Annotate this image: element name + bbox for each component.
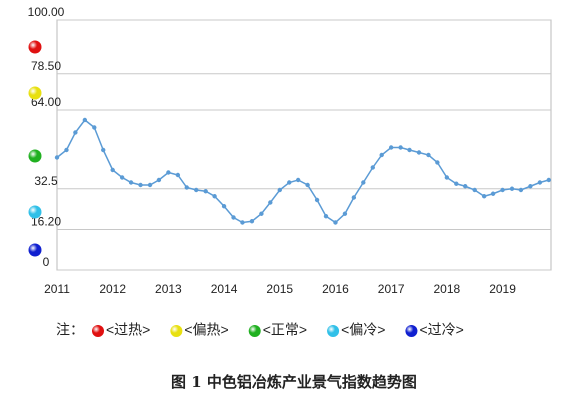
point bbox=[323, 214, 329, 219]
point bbox=[444, 175, 450, 180]
level-ball bbox=[28, 40, 42, 54]
point bbox=[333, 220, 338, 225]
y-tick-label: 32.5 bbox=[34, 174, 58, 188]
y-tick-label: 64.00 bbox=[31, 95, 61, 109]
series-line bbox=[56, 118, 549, 224]
level-ball bbox=[28, 86, 42, 100]
point bbox=[546, 177, 551, 183]
legend-ball bbox=[327, 325, 340, 337]
point bbox=[305, 182, 310, 188]
point bbox=[166, 170, 171, 175]
point bbox=[342, 211, 348, 216]
point bbox=[221, 204, 227, 209]
point bbox=[463, 184, 468, 189]
point bbox=[138, 182, 143, 188]
legend-label: 注： bbox=[56, 322, 84, 338]
point bbox=[528, 184, 533, 189]
x-tick-label: 2014 bbox=[211, 282, 238, 296]
y-tick-label: 100.00 bbox=[28, 5, 65, 19]
point bbox=[361, 180, 366, 185]
legend-item: <过热> bbox=[106, 322, 150, 338]
legend-item: <偏冷> bbox=[341, 322, 385, 338]
y-tick-label: 78.50 bbox=[31, 59, 61, 73]
y-tick-label: 16.20 bbox=[31, 215, 61, 229]
legend-item: <过冷> bbox=[419, 322, 463, 338]
legend-ball bbox=[170, 325, 183, 337]
point bbox=[184, 185, 189, 190]
x-tick-label: 2013 bbox=[155, 282, 182, 296]
point bbox=[92, 125, 97, 130]
x-tick-label: 2015 bbox=[266, 282, 293, 296]
point bbox=[537, 180, 543, 185]
legend-ball bbox=[405, 325, 418, 337]
x-tick-label: 2017 bbox=[378, 282, 405, 296]
point bbox=[259, 211, 264, 216]
point bbox=[268, 200, 273, 205]
level-ball bbox=[28, 149, 42, 163]
point bbox=[472, 187, 477, 193]
point bbox=[277, 187, 282, 193]
point bbox=[518, 187, 524, 193]
point bbox=[249, 219, 255, 224]
point bbox=[370, 165, 375, 170]
point bbox=[435, 160, 440, 165]
point bbox=[110, 167, 115, 173]
point bbox=[64, 147, 69, 153]
point bbox=[351, 195, 357, 200]
point bbox=[509, 186, 515, 191]
level-ball bbox=[28, 205, 42, 219]
point bbox=[481, 194, 487, 199]
point bbox=[156, 177, 162, 183]
point bbox=[416, 150, 422, 155]
legend-item: <偏热> bbox=[184, 322, 228, 338]
x-tick-label: 2018 bbox=[434, 282, 461, 296]
legend-item: <正常> bbox=[263, 322, 307, 338]
point bbox=[500, 187, 505, 193]
point bbox=[454, 181, 459, 186]
point bbox=[212, 194, 217, 199]
plot-frame bbox=[56, 19, 552, 271]
point bbox=[314, 197, 320, 203]
point bbox=[119, 175, 125, 180]
point bbox=[407, 147, 412, 153]
point bbox=[101, 147, 106, 153]
point bbox=[426, 152, 431, 158]
point bbox=[128, 180, 134, 185]
point bbox=[388, 145, 394, 150]
x-tick-label: 2016 bbox=[322, 282, 349, 296]
legend-ball bbox=[248, 325, 261, 337]
point bbox=[203, 189, 208, 194]
x-tick-label: 2011 bbox=[44, 282, 70, 296]
point bbox=[194, 187, 199, 193]
point bbox=[287, 180, 292, 185]
point bbox=[295, 177, 301, 183]
chart-title: 图 1 中色铝冶炼产业景气指数趋势图 bbox=[171, 373, 417, 391]
x-tick-label: 2012 bbox=[99, 282, 126, 296]
point bbox=[240, 220, 245, 225]
y-tick-label: 0 bbox=[43, 255, 50, 269]
level-ball bbox=[28, 243, 42, 257]
point bbox=[398, 145, 403, 150]
point bbox=[73, 130, 78, 135]
point bbox=[175, 172, 181, 178]
point bbox=[147, 182, 153, 188]
point bbox=[490, 191, 496, 196]
point bbox=[54, 155, 60, 160]
legend-ball bbox=[92, 325, 104, 337]
point bbox=[231, 215, 236, 220]
point bbox=[379, 152, 384, 158]
point bbox=[82, 117, 88, 123]
x-tick-label: 2019 bbox=[489, 282, 516, 296]
